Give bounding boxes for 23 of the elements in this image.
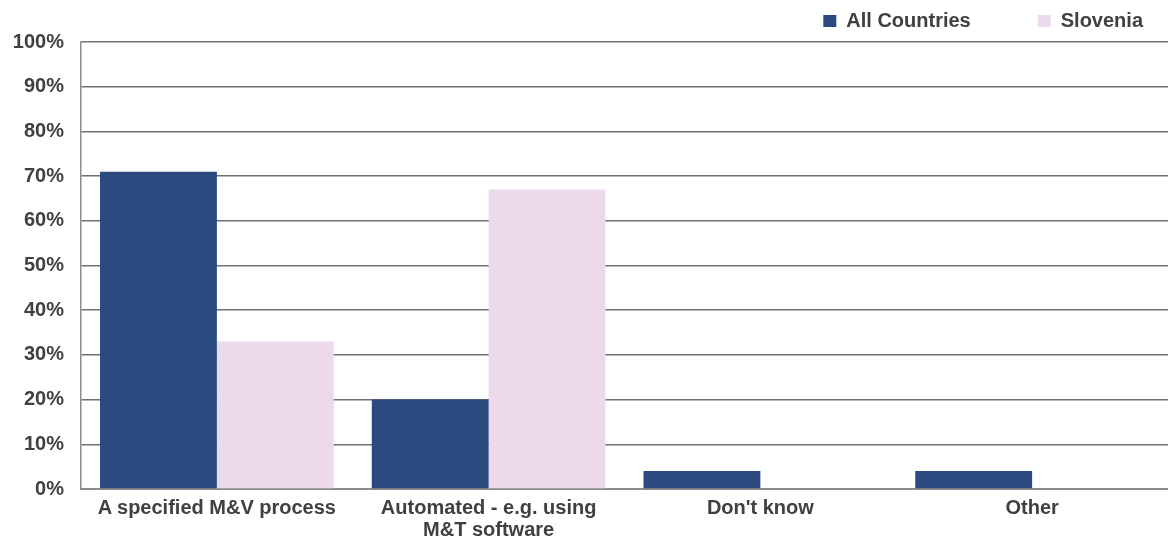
y-tick-label: 10% xyxy=(23,431,65,454)
y-tick-label: 90% xyxy=(23,74,65,97)
bar xyxy=(915,471,1033,489)
bar xyxy=(371,399,489,489)
legend-label: All Countries xyxy=(846,8,971,31)
y-tick-label: 60% xyxy=(23,208,65,231)
legend-label: Slovenia xyxy=(1060,8,1144,31)
bar xyxy=(643,471,761,489)
bar xyxy=(100,171,217,489)
x-tick-label: Don't know xyxy=(706,495,815,518)
y-tick-label: 40% xyxy=(23,297,65,320)
x-tick-label: A specified M&V process xyxy=(97,495,336,518)
y-tick-label: 80% xyxy=(23,118,65,141)
y-tick-label: 20% xyxy=(23,387,65,410)
bar xyxy=(488,189,606,489)
y-tick-label: 70% xyxy=(23,163,65,186)
x-tick-label: Other xyxy=(1005,495,1060,518)
y-tick-label: 0% xyxy=(35,476,65,499)
bar xyxy=(216,341,334,489)
x-tick-label: Automated - e.g. using M&T software xyxy=(380,495,597,540)
y-tick-label: 30% xyxy=(23,342,65,365)
y-tick-label: 100% xyxy=(12,29,65,52)
y-tick-label: 50% xyxy=(23,253,65,276)
